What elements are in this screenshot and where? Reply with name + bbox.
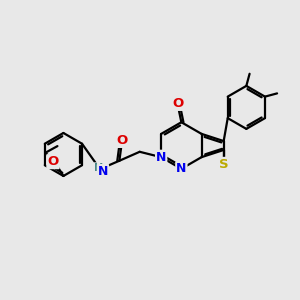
Text: N: N — [98, 165, 108, 178]
Text: N: N — [176, 162, 187, 175]
Text: S: S — [219, 158, 229, 171]
Text: O: O — [172, 97, 183, 110]
Text: N: N — [156, 151, 166, 164]
Text: H: H — [94, 163, 104, 173]
Text: O: O — [116, 134, 128, 147]
Text: O: O — [47, 155, 58, 168]
